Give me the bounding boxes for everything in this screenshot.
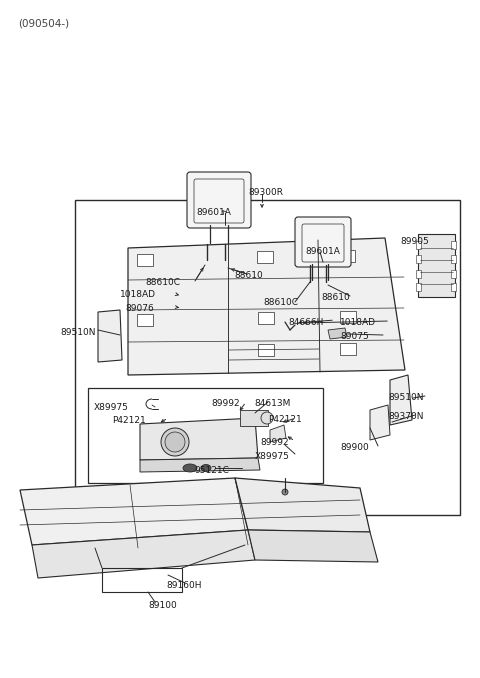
Polygon shape [390, 375, 412, 425]
Polygon shape [20, 478, 248, 545]
Bar [339, 250, 355, 262]
Bar [416, 255, 421, 263]
Text: 1018AD: 1018AD [340, 318, 376, 327]
Text: (090504-): (090504-) [18, 18, 69, 28]
Text: 89510N: 89510N [388, 393, 423, 402]
Text: 88610C: 88610C [145, 278, 180, 287]
Text: 89076: 89076 [125, 304, 154, 313]
Circle shape [165, 432, 185, 452]
Bar [451, 283, 456, 291]
Text: 89601A: 89601A [305, 247, 340, 256]
Bar [258, 312, 274, 324]
Text: 89601A: 89601A [196, 208, 231, 217]
Circle shape [282, 489, 288, 495]
Text: 84666H: 84666H [288, 318, 324, 327]
Text: 89300R: 89300R [248, 188, 283, 197]
Polygon shape [418, 234, 455, 297]
Bar [257, 251, 273, 263]
Bar [451, 255, 456, 263]
Text: 89100: 89100 [148, 601, 177, 610]
Polygon shape [370, 405, 390, 440]
Polygon shape [140, 418, 258, 460]
Text: P42121: P42121 [112, 416, 146, 425]
Bar [240, 410, 268, 426]
Text: 1018AD: 1018AD [120, 290, 156, 299]
Text: 89160H: 89160H [166, 581, 202, 590]
FancyBboxPatch shape [187, 172, 251, 228]
Text: 89900: 89900 [340, 443, 369, 452]
Text: 89905: 89905 [400, 237, 429, 246]
Text: 89992: 89992 [211, 399, 240, 408]
Polygon shape [98, 310, 122, 362]
Text: 88610: 88610 [234, 271, 263, 280]
Bar [451, 241, 456, 249]
Bar [340, 343, 356, 355]
Text: X89975: X89975 [255, 452, 290, 461]
Text: 95121C: 95121C [194, 466, 229, 475]
Ellipse shape [201, 464, 211, 471]
Bar [258, 344, 274, 356]
Text: 89075: 89075 [340, 332, 369, 341]
Text: 84613M: 84613M [254, 399, 290, 408]
Text: 89510N: 89510N [60, 328, 96, 337]
Text: P42121: P42121 [268, 415, 302, 424]
Bar [137, 314, 153, 326]
Text: 88610C: 88610C [263, 298, 298, 307]
Text: 89992: 89992 [260, 438, 288, 447]
Polygon shape [328, 328, 347, 339]
Bar [75, 200, 460, 515]
Bar [451, 270, 456, 278]
Bar [340, 311, 356, 323]
Polygon shape [32, 530, 255, 578]
Bar [102, 568, 182, 592]
Text: 89370N: 89370N [388, 412, 423, 421]
FancyBboxPatch shape [295, 217, 351, 267]
Polygon shape [270, 425, 286, 442]
Polygon shape [128, 238, 405, 375]
Ellipse shape [183, 464, 197, 472]
Text: X89975: X89975 [94, 403, 129, 412]
Text: 88610: 88610 [321, 293, 350, 302]
Bar [137, 254, 153, 266]
Polygon shape [140, 458, 260, 472]
Bar [416, 283, 421, 291]
Bar [88, 388, 323, 483]
Polygon shape [248, 530, 378, 562]
Bar [416, 270, 421, 278]
Polygon shape [235, 478, 370, 532]
Circle shape [261, 412, 273, 424]
Bar [416, 241, 421, 249]
Circle shape [161, 428, 189, 456]
